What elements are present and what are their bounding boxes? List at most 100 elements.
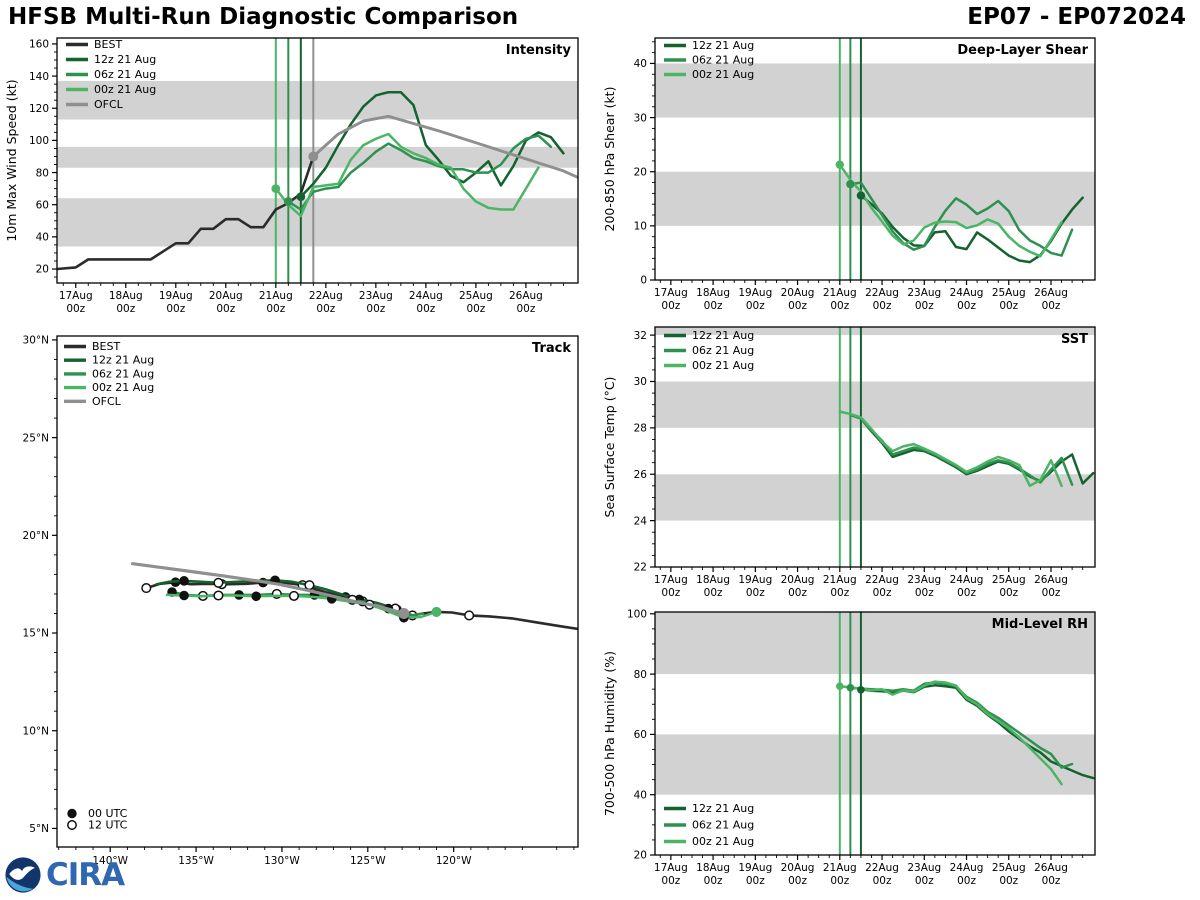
track-fix-12utc — [288, 590, 300, 601]
y-tick: 40 — [634, 58, 647, 70]
x-tick-hour: 00z — [661, 300, 680, 312]
x-tick-day: 20Aug — [781, 287, 815, 299]
y-tick: 40 — [36, 232, 49, 244]
x-tick-hour: 00z — [216, 303, 235, 315]
track-fix-12utc — [304, 580, 315, 591]
x-tick-day: 21Aug — [259, 290, 293, 302]
y-tick: 60 — [36, 199, 49, 211]
category-band — [57, 198, 578, 247]
x-tick-day: 19Aug — [738, 574, 772, 586]
init-dot — [271, 184, 281, 194]
y-tick: 20 — [634, 166, 647, 178]
panel-rh: 17Aug00z18Aug00z19Aug00z20Aug00z21Aug00z… — [602, 609, 1096, 887]
track-fix-12utc — [213, 577, 224, 588]
x-tick-hour: 00z — [366, 303, 385, 315]
x-tick-hour: 00z — [416, 303, 435, 315]
x-tick-day: 21Aug — [823, 287, 857, 299]
init-dot — [835, 160, 844, 169]
legend-label: 00z 21 Aug — [692, 359, 754, 372]
x-tick-day: 18Aug — [696, 574, 730, 586]
sst-y-axis-label: Sea Surface Temp (°C) — [602, 377, 617, 518]
x-tick-hour: 00z — [661, 587, 680, 599]
y-tick: 10 — [634, 221, 647, 233]
category-band — [655, 381, 1095, 428]
init-dot — [283, 197, 293, 206]
x-tick-day: 17Aug — [654, 574, 688, 586]
x-tick-day: 23Aug — [907, 574, 941, 586]
init-dot — [398, 607, 410, 619]
sst-panel-title: SST — [1061, 332, 1088, 347]
panel-sst: 17Aug00z18Aug00z19Aug00z20Aug00z21Aug00z… — [602, 326, 1096, 599]
x-tick-day: 22Aug — [865, 574, 899, 586]
intensity-series-BEST — [57, 155, 315, 271]
category-band — [655, 171, 1095, 226]
x-tick-hour: 00z — [704, 587, 723, 599]
y-tick: 15°N — [23, 628, 49, 640]
x-tick-day: 22Aug — [865, 862, 899, 874]
y-tick: 10°N — [23, 725, 49, 737]
y-tick: 20 — [36, 264, 49, 276]
x-tick-day: 21Aug — [823, 862, 857, 874]
x-tick-day: 24Aug — [950, 287, 984, 299]
x-tick-hour: 00z — [957, 587, 976, 599]
x-tick-lon: 130°W — [264, 855, 300, 867]
y-tick: 100 — [29, 135, 49, 147]
legend-label: 06z 21 Aug — [92, 367, 154, 380]
x-tick-day: 23Aug — [907, 862, 941, 874]
x-tick-day: 18Aug — [696, 862, 730, 874]
y-tick: 80 — [36, 167, 49, 179]
x-tick-day: 25Aug — [992, 862, 1026, 874]
x-tick-hour: 00z — [957, 875, 976, 887]
x-tick-lon: 125°W — [350, 855, 386, 867]
shear-panel-title: Deep-Layer Shear — [957, 43, 1088, 58]
x-tick-hour: 00z — [830, 875, 849, 887]
panel-intensity: 17Aug00z18Aug00z19Aug00z20Aug00z21Aug00z… — [4, 37, 579, 315]
intensity-series-OFCL — [311, 114, 578, 179]
panel-track: 140°W 135°W 130°W 125°W 120°W 5°N 10°N 15°N 20°N… — [23, 335, 579, 867]
y-tick: 140 — [29, 71, 49, 83]
branding-footer: CIRA — [4, 856, 125, 894]
x-tick-hour: 00z — [66, 303, 85, 315]
category-band — [655, 734, 1095, 795]
x-tick-day: 19Aug — [738, 862, 772, 874]
x-tick-hour: 00z — [116, 303, 135, 315]
legend-label: 12z 21 Aug — [692, 802, 754, 815]
legend-label: 06z 21 Aug — [94, 68, 156, 81]
y-tick: 60 — [634, 729, 647, 741]
init-dot — [836, 682, 844, 690]
intensity-series-12z 21 Aug — [299, 90, 565, 198]
init-dot — [856, 191, 866, 200]
shear-y-axis-label: 200-850 hPa Shear (kt) — [602, 87, 617, 232]
intensity-panel-title: Intensity — [506, 43, 572, 58]
sst-legend: 12z 21 Aug 06z 21 Aug 00z 21 Aug — [664, 329, 754, 372]
x-tick-hour: 00z — [830, 300, 849, 312]
intensity-series-00z 21 Aug — [274, 132, 540, 218]
intensity-legend: BEST 12z 21 Aug 06z 21 Aug 00z 21 Aug OFCL — [66, 38, 156, 111]
y-tick: 40 — [634, 789, 647, 801]
legend-label: OFCL — [92, 395, 122, 408]
noaa-logo-icon — [5, 857, 41, 893]
shear-series-00z 21 Aug — [838, 163, 1063, 258]
x-tick-hour: 00z — [661, 875, 680, 887]
cira-logo-text: CIRA — [46, 856, 125, 893]
x-tick-day: 20Aug — [781, 574, 815, 586]
x-tick-hour: 00z — [166, 303, 185, 315]
rh-legend: 12z 21 Aug 06z 21 Aug 00z 21 Aug — [664, 802, 754, 848]
x-tick-hour: 00z — [957, 300, 976, 312]
y-tick: 160 — [29, 39, 49, 51]
legend-label: 12z 21 Aug — [92, 354, 154, 367]
legend-label: 06z 21 Aug — [692, 344, 754, 357]
category-band — [57, 80, 578, 120]
x-tick-day: 19Aug — [738, 287, 772, 299]
x-tick-day: 23Aug — [907, 287, 941, 299]
x-tick-hour: 00z — [999, 875, 1018, 887]
x-tick-hour: 00z — [915, 875, 934, 887]
legend-label: 00z 21 Aug — [692, 68, 754, 81]
figure-title: HFSB Multi-Run Diagnostic Comparison — [8, 4, 519, 30]
x-tick-day: 26Aug — [1034, 574, 1068, 586]
x-tick-day: 25Aug — [992, 574, 1026, 586]
legend-open-dot — [67, 820, 77, 830]
